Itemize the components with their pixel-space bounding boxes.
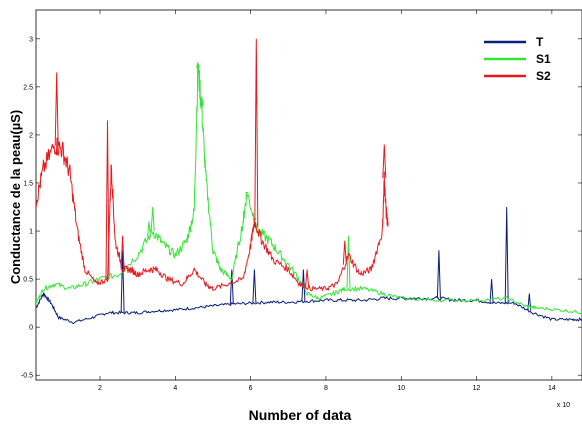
spike-s1-6 (346, 235, 351, 289)
y-tick-label: 1 (29, 229, 33, 236)
series-layer (36, 38, 582, 325)
y-tick-label: 2.5 (23, 84, 33, 91)
series-line-s2 (36, 137, 389, 292)
spike-s1-0 (147, 221, 151, 238)
x-axis-multiplier: x 10 (557, 402, 570, 409)
plot-area (35, 9, 582, 381)
legend-label-t: T (536, 35, 544, 49)
y-tick-label: 3 (29, 36, 33, 43)
x-tick-label: 4 (173, 385, 177, 392)
spike-s2-4 (305, 269, 310, 288)
spike-s2-5 (342, 240, 347, 265)
spike-t-5 (489, 279, 494, 303)
y-tick-label: 0.5 (23, 277, 33, 284)
ticks-layer: 2 4 6 8 10 12 14 -0.5 0 0.5 1 1.5 2 2.5 3 (21, 10, 582, 392)
legend: T S1 S2 (484, 35, 551, 83)
x-tick-label: 6 (249, 385, 253, 392)
spike-t-3 (301, 269, 306, 302)
series-line-t (36, 291, 582, 325)
spike-s1-2 (195, 61, 200, 68)
spike-t-4 (436, 250, 441, 299)
x-tick-label: 10 (397, 385, 405, 392)
x-tick-label: 12 (473, 385, 481, 392)
legend-label-s2: S2 (536, 69, 551, 83)
x-tick-label: 2 (98, 385, 102, 392)
series-line-s1 (36, 64, 582, 315)
spike-t-7 (527, 293, 532, 311)
spike-t-6 (504, 206, 509, 304)
y-tick-label: 0 (29, 325, 33, 332)
spike-s2-2 (120, 235, 125, 270)
legend-label-s1: S1 (536, 52, 551, 66)
x-tick-label: 8 (324, 385, 328, 392)
x-axis-label: Number of data (249, 407, 352, 423)
y-tick-label: 1.5 (23, 180, 33, 187)
x-tick-label: 14 (548, 385, 556, 392)
spike-s1-1 (150, 206, 155, 232)
spike-s2-0 (54, 72, 59, 146)
y-tick-label: -0.5 (21, 373, 33, 380)
spike-s2-3 (254, 38, 259, 227)
spike-s2-1 (105, 120, 110, 280)
y-tick-label: 2 (29, 132, 33, 139)
spike-t-1 (229, 269, 234, 305)
spike-t-2 (252, 269, 257, 303)
spike-s1-3 (199, 96, 204, 107)
spike-t-0 (120, 250, 125, 313)
spike-s2-6 (382, 144, 387, 179)
y-axis-label: Conductance de la peau(µS) (8, 110, 23, 284)
